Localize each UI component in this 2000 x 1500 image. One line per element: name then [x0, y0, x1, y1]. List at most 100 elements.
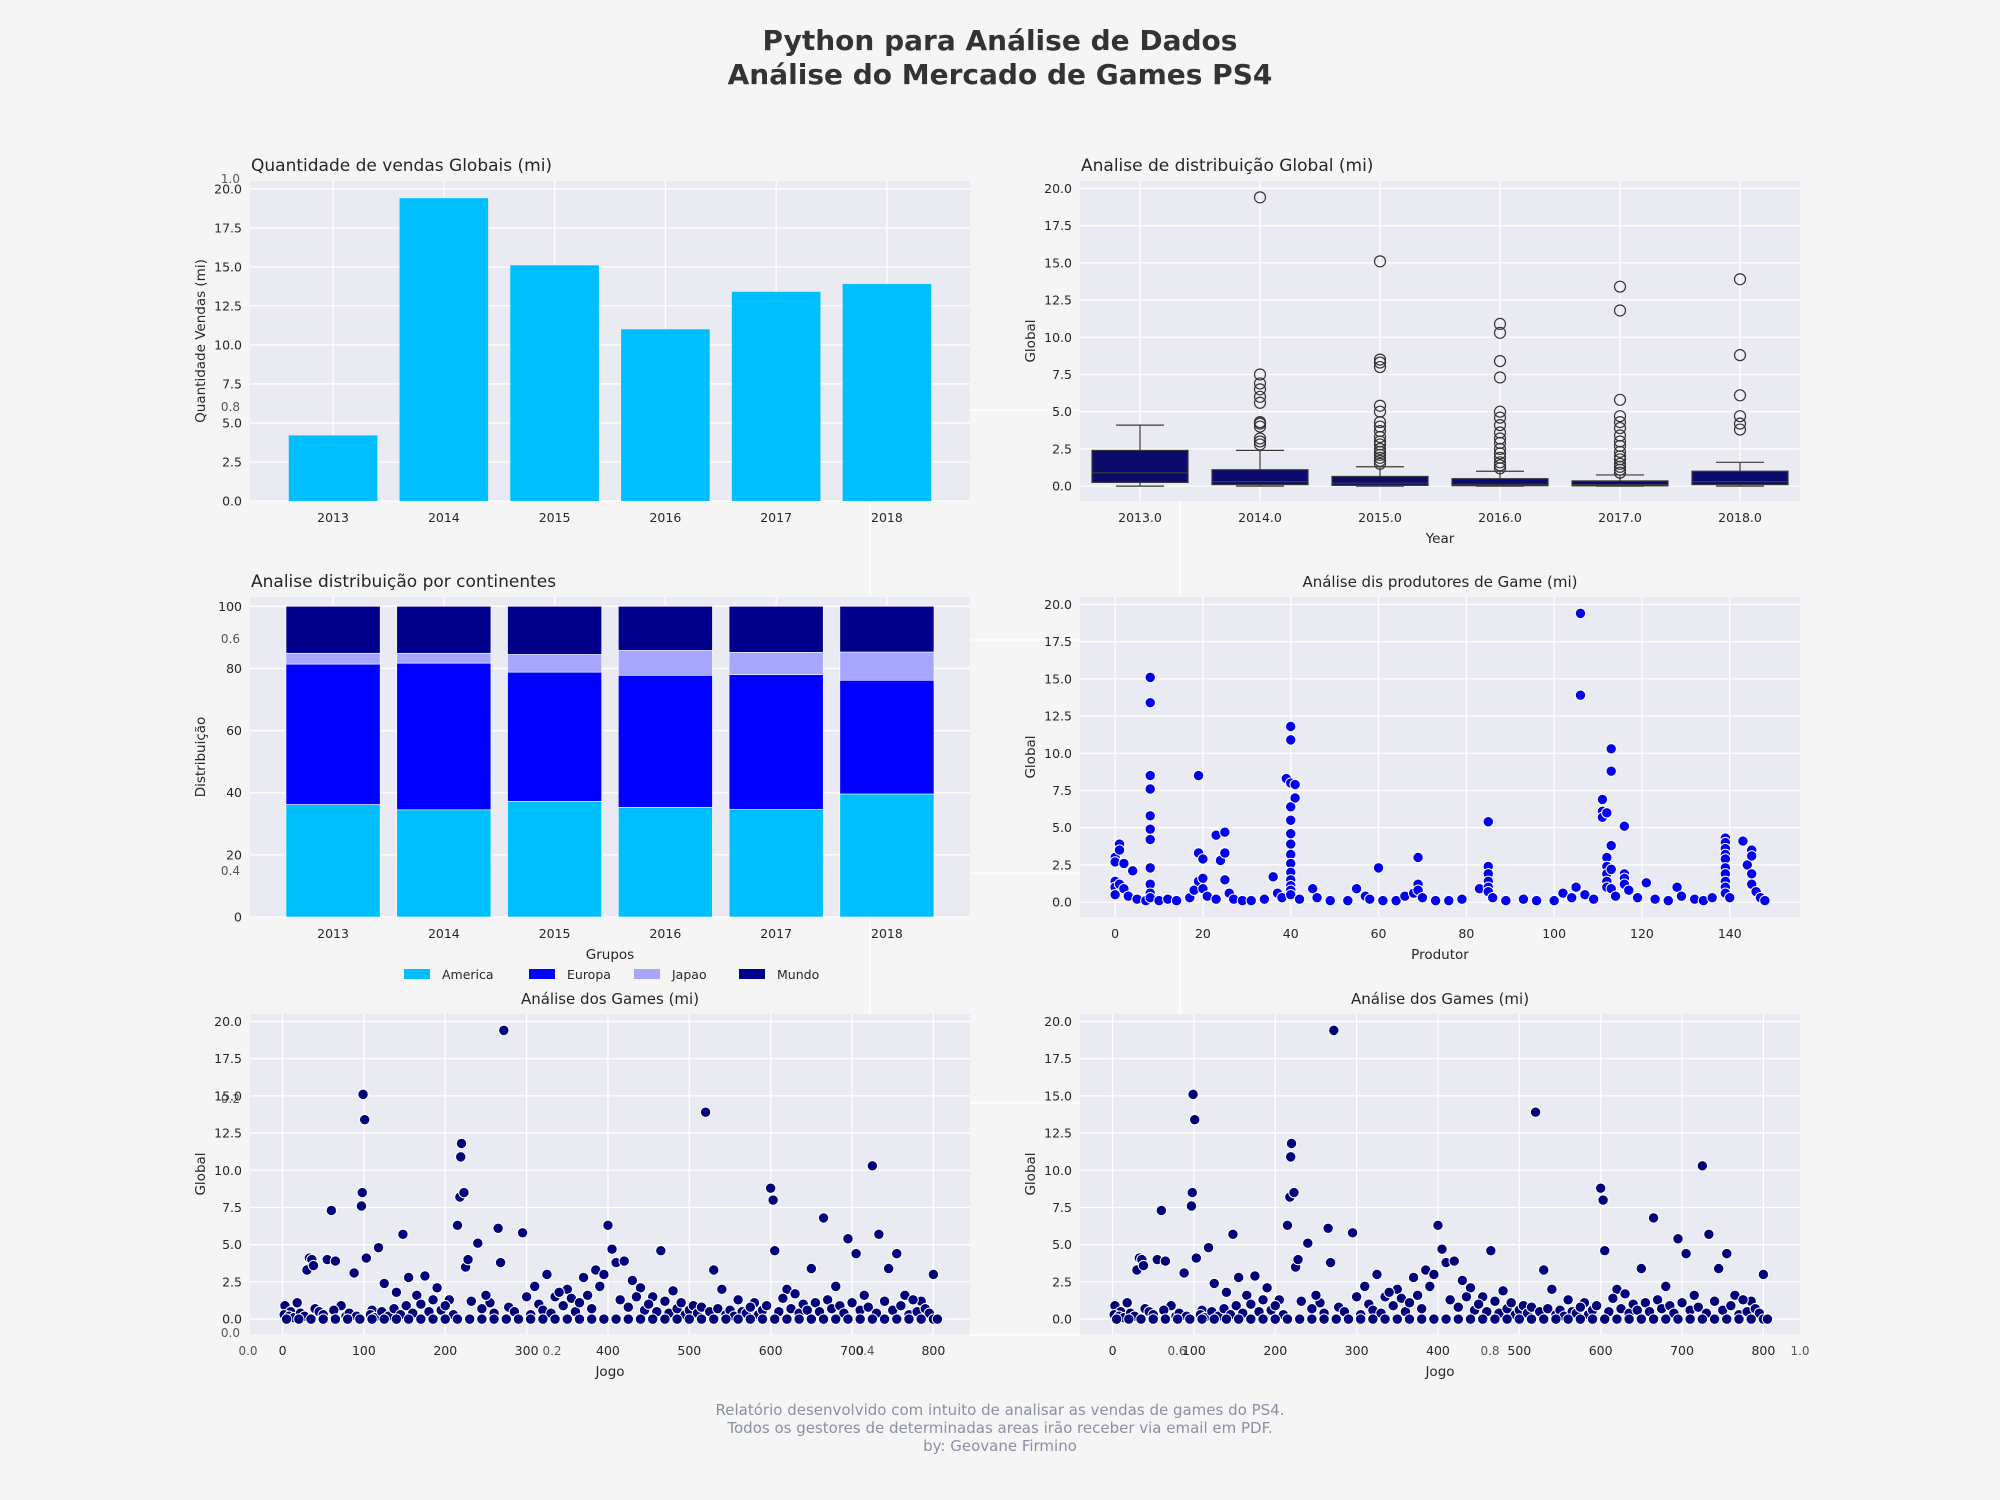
x-tick-label: 2015 [539, 926, 571, 941]
scatter-point [1703, 1228, 1715, 1240]
x-tick-label: 2013.0 [1118, 510, 1162, 525]
scatter-point [366, 1313, 378, 1325]
axes-title: Análise dos Games (mi) [521, 990, 699, 1008]
box-2018.0 [1691, 273, 1789, 487]
scatter-point [359, 1113, 371, 1126]
scatter-point [1529, 1106, 1542, 1118]
scatter-point [1328, 1024, 1340, 1037]
outlier-point [1253, 368, 1267, 381]
scatter-point [1210, 893, 1222, 905]
outlier-point [1493, 371, 1507, 384]
x-tick-label: 500 [677, 1343, 701, 1358]
y-tick-label: 12.5 [214, 298, 242, 313]
scatter-point [1285, 801, 1297, 813]
outlier-point [1373, 353, 1387, 366]
scatter-point [903, 1313, 915, 1325]
scatter-point [1415, 1313, 1428, 1325]
outlier-point [1493, 411, 1507, 424]
scatter-point [830, 1313, 842, 1325]
games_left-points [278, 1024, 944, 1325]
outlier-point [1253, 377, 1267, 390]
scatter-point [793, 1313, 805, 1325]
outlier-point [1373, 454, 1387, 467]
scatter-point [577, 1271, 590, 1284]
x-tick-label: 2016.0 [1478, 510, 1522, 525]
scatter-point [488, 1313, 500, 1325]
scatter-point [537, 1313, 549, 1325]
scatter-point [1383, 1286, 1395, 1299]
scatter-point [659, 1313, 671, 1325]
x-tick-label: 100 [1542, 926, 1566, 941]
bar-segment-europa-2013 [285, 663, 381, 805]
scatter-point [622, 1301, 635, 1313]
scatter-point [769, 1244, 781, 1257]
scatter-point [1171, 1313, 1184, 1325]
scatter-point [472, 1237, 484, 1249]
outlier-point [1613, 393, 1627, 406]
scatter-point [1733, 1313, 1745, 1325]
y-tick-label: 10.0 [1044, 746, 1072, 761]
scatter-point [695, 1313, 708, 1325]
y-axis-label: Distribuição [193, 717, 209, 798]
scatter-point [1184, 1313, 1196, 1325]
bar-2015 [510, 265, 599, 501]
y-axis-label: Global [1023, 319, 1039, 362]
scatter-point [1660, 1280, 1672, 1293]
scatter-point [1416, 891, 1429, 904]
legend-swatch-america [404, 969, 430, 979]
scatter-point [455, 1137, 468, 1150]
scatter-point [1574, 1301, 1587, 1313]
bar-2014 [399, 198, 489, 502]
y-tick-label: 5.0 [222, 415, 242, 430]
legend-swatch-europa [529, 969, 555, 979]
scatter-point [329, 1313, 342, 1325]
y-tick-label: 60 [226, 723, 242, 738]
scatter-point [1647, 1212, 1660, 1224]
x-tick-label: 140 [1718, 926, 1742, 941]
scatter-point [1443, 894, 1455, 907]
outlier-point [1613, 416, 1627, 429]
scatter-point [767, 1194, 779, 1206]
x-tick-label: 200 [433, 1343, 457, 1358]
scatter-point [862, 1301, 875, 1313]
scatter-point [1208, 1277, 1220, 1290]
scatter-point [1712, 1262, 1725, 1275]
scatter-point [606, 1243, 618, 1255]
scatter-point [598, 1268, 610, 1281]
scatter-point [1257, 1294, 1269, 1306]
bar-2016 [621, 329, 710, 501]
scatter-point [1647, 1313, 1660, 1325]
scatter-point [573, 1313, 586, 1325]
scatter-point [1285, 838, 1297, 850]
scatter-point [1640, 877, 1653, 889]
outlier-point [1733, 417, 1747, 430]
scatter-point [476, 1302, 488, 1315]
scatter-point [1144, 783, 1156, 795]
scatter-point [1261, 1282, 1273, 1294]
scatter-point [1432, 1219, 1444, 1232]
scatter-point [907, 1294, 919, 1306]
outlier-point [1613, 457, 1627, 470]
y-tick-label: 2.5 [1052, 441, 1072, 456]
legend-label-mundo: Mundo [777, 967, 819, 982]
outlier-point [1733, 273, 1747, 286]
scatter-point [1599, 1244, 1611, 1257]
y-axis-label: Quantidade Vendas (mi) [193, 259, 209, 423]
scatter-point [1464, 1313, 1477, 1325]
outlier-point [1373, 451, 1387, 464]
scatter-point [1444, 1294, 1456, 1306]
scatter-point [1359, 1280, 1371, 1293]
y-tick-label: 12.5 [1044, 709, 1072, 724]
y-tick-label: 15.0 [214, 1088, 242, 1103]
x-axis-label: Grupos [586, 947, 634, 963]
scatter-point [1428, 1268, 1440, 1281]
scatter-point [1330, 1313, 1342, 1325]
box-body [1331, 475, 1429, 486]
scatter-point [882, 1262, 895, 1275]
scatter-point [1530, 894, 1543, 907]
scatter-point [1452, 1313, 1465, 1325]
scatter-point [397, 1228, 409, 1240]
scatter-point [817, 1313, 830, 1325]
outlier-point [1733, 410, 1747, 423]
outlier-point [1493, 459, 1507, 472]
